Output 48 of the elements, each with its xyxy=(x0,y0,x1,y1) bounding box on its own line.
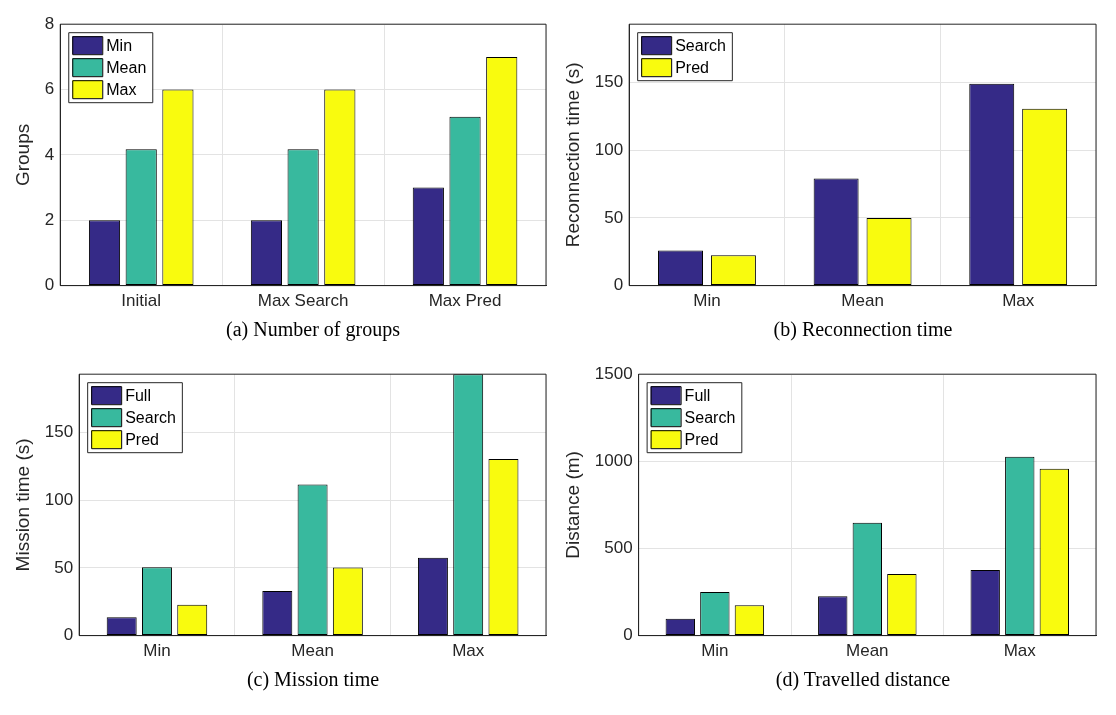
legend-label: Min xyxy=(106,36,133,54)
y-axis-title: Groups xyxy=(11,123,33,187)
y-axis-title: Mission time (s) xyxy=(11,438,33,572)
x-tick-label: Initial xyxy=(121,291,162,311)
text: (c) Mission time xyxy=(245,668,381,691)
y-axis-title: Distance (m) xyxy=(561,451,583,559)
x-tick-label: Min xyxy=(693,291,721,311)
x-tick-label: Max xyxy=(1003,641,1037,661)
y-tick-label: 1000 xyxy=(594,451,633,471)
y-tick-label: 500 xyxy=(604,538,633,558)
legend-label: Search xyxy=(675,36,726,54)
y-axis-title: Reconnection time (s) xyxy=(561,62,583,248)
legend-label: Pred xyxy=(675,58,709,76)
legend-label: Full xyxy=(125,386,151,404)
text: (a) Number of groups xyxy=(225,318,401,341)
x-tick-label: Min xyxy=(701,641,729,661)
x-tick-label: Max Pred xyxy=(428,291,502,311)
y-tick-label: 150 xyxy=(44,422,74,442)
x-tick-label: Max xyxy=(452,641,485,661)
y-tick-label: 8 xyxy=(44,13,55,33)
y-tick-label: 0 xyxy=(63,625,74,645)
x-tick-label: Max xyxy=(1002,291,1035,311)
legend-label: Search xyxy=(125,408,176,426)
y-tick-label: 50 xyxy=(54,557,74,577)
x-tick-label: Mean xyxy=(291,641,334,661)
legend-label: Pred xyxy=(125,430,159,448)
y-tick-label: 0 xyxy=(44,275,55,295)
legend-label: Full xyxy=(684,386,711,404)
y-tick-label: 50 xyxy=(604,207,624,227)
y-tick-label: 6 xyxy=(44,79,55,99)
y-tick-label: 0 xyxy=(623,625,633,645)
x-tick-label: Max Search xyxy=(257,291,349,311)
y-tick-label: 4 xyxy=(44,144,55,164)
legend-label: Max xyxy=(106,80,137,98)
legend-label: Search xyxy=(684,408,736,426)
text: (d) Travelled distance xyxy=(774,668,952,691)
x-tick-label: Mean xyxy=(846,641,889,661)
y-tick-label: 150 xyxy=(594,72,624,92)
text: (b) Reconnection time xyxy=(772,318,954,341)
x-tick-label: Mean xyxy=(841,291,884,311)
y-tick-label: 1500 xyxy=(594,363,633,383)
y-tick-label: 0 xyxy=(613,275,624,295)
y-tick-label: 100 xyxy=(594,139,624,159)
x-tick-label: Min xyxy=(143,641,171,661)
legend-label: Mean xyxy=(106,58,147,76)
y-tick-label: 100 xyxy=(44,489,74,509)
y-tick-label: 2 xyxy=(44,209,55,229)
legend-label: Pred xyxy=(684,430,719,448)
